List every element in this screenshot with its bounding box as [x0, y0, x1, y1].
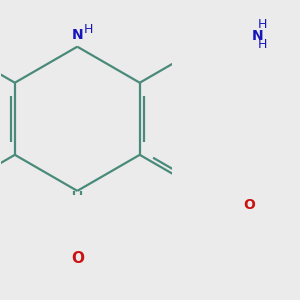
Text: O: O	[244, 198, 256, 212]
Text: H: H	[258, 18, 268, 31]
Text: O: O	[71, 251, 84, 266]
Text: N: N	[251, 29, 263, 43]
Text: H: H	[258, 38, 268, 51]
Text: N: N	[71, 28, 83, 42]
Text: H: H	[84, 23, 93, 36]
